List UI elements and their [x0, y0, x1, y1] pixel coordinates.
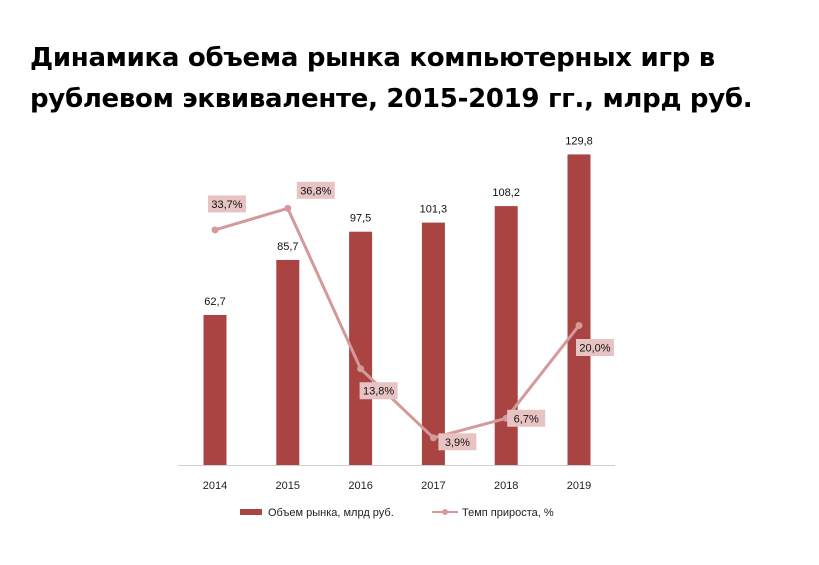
growth-label-bg-2019 — [576, 339, 614, 356]
bar-2017 — [421, 222, 445, 465]
growth-point-2016 — [357, 365, 365, 373]
bar-2018 — [494, 206, 518, 466]
growth-label-2015: 36,8% — [300, 185, 331, 197]
legend-label-bar: Объем рынка, млрд руб. — [268, 507, 394, 519]
growth-label-2019: 20,0% — [579, 343, 610, 355]
bar-label-2016: 97,5 — [350, 213, 371, 225]
line-series: 33,7% 36,8% 13,8% 3,9% 6,7% 20,0% — [208, 181, 614, 451]
bar-label-2017: 101,3 — [420, 204, 448, 216]
growth-label-2016: 13,8% — [363, 386, 394, 398]
x-tick-2018: 2018 — [494, 480, 518, 492]
growth-label-bg-2017 — [438, 433, 477, 451]
x-tick-2015: 2015 — [276, 480, 300, 492]
bar-label-2018: 108,2 — [492, 187, 520, 199]
x-tick-labels: 2014 2015 2016 2017 2018 2019 — [203, 480, 591, 492]
growth-point-2017 — [429, 434, 437, 442]
x-tick-2017: 2017 — [421, 480, 445, 492]
growth-label-bg-2014 — [208, 195, 246, 213]
legend-swatch-bar — [240, 509, 262, 515]
growth-line — [214, 206, 581, 440]
growth-label-bg-2015 — [296, 181, 335, 199]
bar-label-2014: 62,7 — [204, 296, 225, 308]
growth-label-bg-2018 — [507, 409, 546, 427]
growth-label-2018: 6,7% — [514, 413, 539, 425]
growth-point-2019 — [575, 322, 583, 329]
growth-point-2014 — [211, 226, 219, 234]
bar-label-2015: 85,7 — [277, 241, 298, 253]
x-tick-2016: 2016 — [348, 480, 372, 492]
bar-data-labels: 62,7 85,7 97,5 101,3 108,2 129,8 — [204, 135, 592, 308]
bar-2019 — [567, 154, 591, 465]
bar-label-2019: 129,8 — [565, 135, 593, 147]
chart-title: Динамика объема рынка компьютерных игр в… — [30, 43, 753, 114]
growth-label-2017: 3,9% — [445, 437, 470, 449]
bar-2015 — [276, 259, 300, 465]
bar-2014 — [203, 314, 227, 465]
growth-label-bg-2016 — [359, 382, 398, 400]
legend: Объем рынка, млрд руб. Темп прироста, % — [240, 507, 554, 519]
x-tick-2019: 2019 — [567, 480, 591, 492]
legend-swatch-marker — [442, 509, 448, 515]
bar-series — [203, 154, 591, 466]
x-tick-2014: 2014 — [203, 480, 227, 492]
growth-point-2015 — [284, 204, 292, 212]
legend-label-line: Темп прироста, % — [462, 507, 554, 519]
growth-label-2014: 33,7% — [211, 199, 242, 211]
bar-2016 — [349, 231, 373, 465]
